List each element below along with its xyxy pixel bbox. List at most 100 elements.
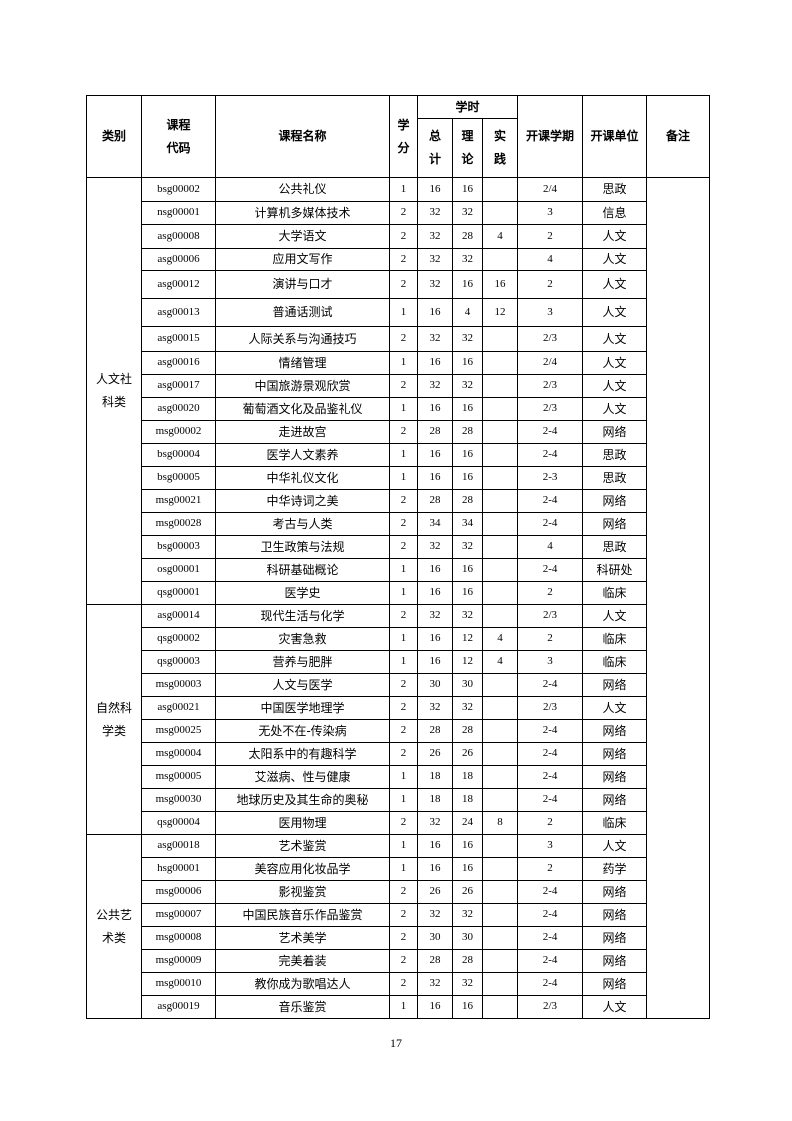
cell-theory: 16 — [452, 351, 483, 375]
cell-practice — [481, 857, 519, 881]
cell-credit: 2 — [389, 880, 418, 904]
table-row: msg00002 走进故宫 2 28 28 2-4 网络 — [87, 420, 710, 444]
cell-semester: 2/3 — [517, 374, 584, 398]
cell-practice: 4 — [481, 224, 519, 249]
cell-practice — [481, 903, 519, 927]
category-label-line: 人文社 — [95, 372, 132, 387]
cell-practice: 12 — [481, 298, 519, 327]
header-practice-line1: 实 — [494, 129, 507, 144]
cell-name: 地球历史及其生命的奥秘 — [215, 788, 390, 812]
cell-practice — [481, 719, 519, 743]
cell-total: 34 — [417, 512, 453, 536]
cell-credit: 2 — [389, 696, 418, 720]
category-label-line: 科类 — [101, 395, 126, 409]
cell-code: asg00015 — [141, 326, 216, 352]
table-row: asg00017 中国旅游景观欣赏 2 32 32 2/3 人文 — [87, 374, 710, 398]
cell-unit: 网络 — [582, 742, 648, 766]
cell-credit: 2 — [389, 903, 418, 927]
cell-name: 现代生活与化学 — [215, 604, 390, 628]
cell-semester: 2-4 — [517, 673, 584, 697]
cell-unit: 网络 — [582, 926, 648, 950]
cell-practice — [481, 834, 519, 858]
table-row: msg00030 地球历史及其生命的奥秘 1 18 18 2-4 网络 — [87, 788, 710, 812]
cell-theory: 32 — [452, 326, 483, 352]
cell-name: 艺术鉴赏 — [215, 834, 390, 858]
cell-semester: 2-4 — [517, 489, 584, 513]
cell-total: 16 — [417, 627, 453, 651]
cell-semester: 2-4 — [517, 880, 584, 904]
cell-semester: 3 — [517, 650, 584, 674]
cell-code: asg00014 — [141, 604, 216, 628]
cell-unit: 人文 — [582, 834, 648, 858]
cell-theory: 12 — [452, 627, 483, 651]
cell-theory: 12 — [452, 650, 483, 674]
cell-name: 中华诗词之美 — [215, 489, 390, 513]
cell-practice — [481, 201, 519, 225]
cell-credit: 1 — [389, 995, 418, 1019]
cell-name: 中华礼仪文化 — [215, 466, 390, 490]
cell-practice: 4 — [481, 650, 519, 674]
cell-unit: 网络 — [582, 512, 648, 536]
cell-unit: 网络 — [582, 949, 648, 973]
cell-name: 葡萄酒文化及品鉴礼仪 — [215, 397, 390, 421]
cell-practice: 16 — [481, 270, 519, 299]
cell-unit: 网络 — [582, 880, 648, 904]
cell-total: 16 — [417, 650, 453, 674]
cell-credit: 1 — [389, 650, 418, 674]
cell-name: 太阳系中的有趣科学 — [215, 742, 390, 766]
cell-semester: 2-4 — [517, 443, 584, 467]
cell-unit: 临床 — [582, 811, 648, 835]
cell-total: 28 — [417, 420, 453, 444]
table-row: msg00008 艺术美学 2 30 30 2-4 网络 — [87, 926, 710, 950]
table-row: msg00021 中华诗词之美 2 28 28 2-4 网络 — [87, 489, 710, 513]
cell-practice — [481, 351, 519, 375]
cell-total: 32 — [417, 604, 453, 628]
cell-unit: 人文 — [582, 696, 648, 720]
cell-name: 无处不在-传染病 — [215, 719, 390, 743]
cell-credit: 2 — [389, 673, 418, 697]
table-row: bsg00004 医学人文素养 1 16 16 2-4 思政 — [87, 443, 710, 467]
cell-semester: 2-4 — [517, 719, 584, 743]
cell-practice — [481, 995, 519, 1019]
header-unit: 开课单位 — [582, 95, 648, 178]
category-label-line: 术类 — [101, 930, 126, 945]
cell-credit: 2 — [389, 512, 418, 536]
remarks-cell — [646, 177, 711, 1019]
cell-name: 医学人文素养 — [215, 443, 390, 467]
cell-total: 16 — [417, 351, 453, 375]
cell-practice — [481, 972, 519, 996]
cell-credit: 1 — [389, 788, 418, 812]
cell-semester: 2/3 — [517, 604, 584, 628]
cell-practice — [481, 374, 519, 398]
cell-code: asg00021 — [141, 696, 216, 720]
cell-unit: 思政 — [582, 177, 648, 202]
cell-unit: 思政 — [582, 466, 648, 490]
cell-code: bsg00003 — [141, 535, 216, 559]
cell-credit: 2 — [389, 489, 418, 513]
cell-semester: 3 — [517, 201, 584, 225]
table-row: 人文社 科类 bsg00002 公共礼仪 1 16 16 2/4 思政 — [86, 177, 711, 1019]
cell-total: 18 — [417, 765, 453, 789]
cell-semester: 2 — [517, 857, 584, 881]
table-row: qsg00001 医学史 1 16 16 2 临床 — [87, 581, 710, 605]
cell-credit: 1 — [389, 558, 418, 582]
cell-credit: 2 — [389, 972, 418, 996]
cell-unit: 临床 — [582, 650, 648, 674]
header-total: 总计 — [417, 118, 453, 178]
cell-theory: 30 — [452, 926, 483, 950]
cell-total: 30 — [417, 926, 453, 950]
table-row: msg00004 太阳系中的有趣科学 2 26 26 2-4 网络 — [87, 742, 710, 766]
table-row: msg00003 人文与医学 2 30 30 2-4 网络 — [87, 673, 710, 697]
cell-theory: 28 — [452, 420, 483, 444]
table-row: msg00010 教你成为歌唱达人 2 32 32 2-4 网络 — [87, 972, 710, 996]
cell-theory: 18 — [452, 765, 483, 789]
cell-name: 中国旅游景观欣赏 — [215, 374, 390, 398]
cell-practice — [481, 949, 519, 973]
cell-theory: 32 — [452, 248, 483, 271]
cell-code: asg00020 — [141, 397, 216, 421]
cell-credit: 1 — [389, 298, 418, 327]
cell-credit: 2 — [389, 535, 418, 559]
cell-practice — [481, 765, 519, 789]
header-practice: 实践 — [481, 118, 519, 178]
cell-code: asg00018 — [141, 834, 216, 858]
